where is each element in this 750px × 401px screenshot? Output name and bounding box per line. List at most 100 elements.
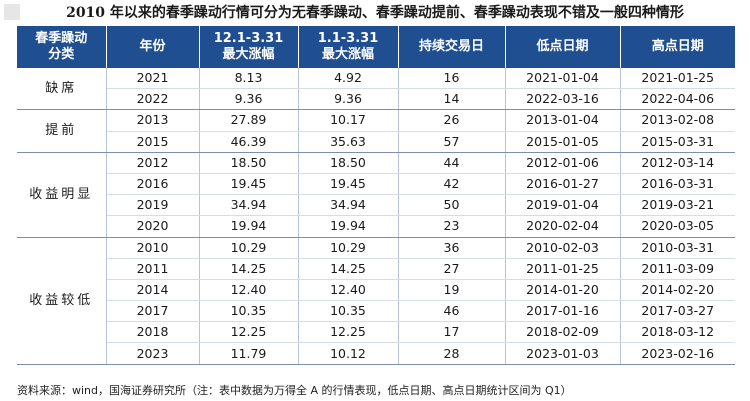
high-date-cell: 2018-03-12 bbox=[620, 321, 735, 344]
low-date-cell: 2020-02-04 bbox=[505, 215, 621, 238]
high-date-cell: 2022-04-06 bbox=[620, 88, 735, 111]
category-cell: 缺席 bbox=[17, 68, 107, 111]
low-date-cell: 2012-01-06 bbox=[505, 152, 621, 174]
low-date-cell: 2016-01-27 bbox=[505, 173, 621, 196]
gain-dec-cell: 19.94 bbox=[199, 215, 299, 238]
year-cell: 2017 bbox=[106, 300, 200, 323]
column-header-line1: 高点日期 bbox=[651, 39, 704, 54]
days-cell: 44 bbox=[398, 152, 506, 174]
table-row: 收益明显 2012 18.50 18.50 44 2012-01-06 2012-03-14 bbox=[17, 152, 735, 238]
high-date-cell: 2010-03-31 bbox=[620, 237, 735, 259]
high-date-cell: 2017-03-27 bbox=[620, 300, 735, 323]
source-note: 资料来源：wind，国海证券研究所（注：表中数据为万得全 A 的行情表现，低点日… bbox=[17, 384, 572, 397]
year-cell: 2018 bbox=[106, 321, 200, 344]
gain-jan-cell: 14.25 bbox=[298, 258, 399, 280]
low-date-cell: 2019-01-04 bbox=[505, 194, 621, 217]
days-cell: 16 bbox=[398, 68, 506, 90]
high-date-cell: 2013-02-08 bbox=[620, 109, 735, 132]
column-header: 低点日期 bbox=[505, 26, 621, 68]
year-cell: 2014 bbox=[106, 279, 200, 302]
low-date-cell: 2017-01-16 bbox=[505, 300, 621, 323]
year-cell: 2022 bbox=[106, 88, 200, 111]
table-row: 2023 11.79 10.12 28 2023-01-03 2023-02-16 bbox=[17, 342, 735, 365]
table-row: 2022 9.36 9.36 14 2022-03-16 2022-04-06 bbox=[17, 88, 735, 111]
high-date-cell: 2016-03-31 bbox=[620, 173, 735, 196]
high-date-cell: 2021-01-25 bbox=[620, 68, 735, 90]
category-cell: 收益较低 bbox=[17, 237, 107, 365]
low-date-cell: 2023-01-03 bbox=[505, 342, 621, 365]
data-table: 春季躁动 分类 年份 12.1-3.31 最大涨幅 1.1-3.31 最大涨幅 持续交易日 低点… bbox=[17, 26, 735, 365]
gain-jan-cell: 19.45 bbox=[298, 173, 399, 196]
category-cell: 收益明显 bbox=[17, 152, 107, 238]
category-cell: 提前 bbox=[17, 109, 107, 153]
column-header-line1: 持续交易日 bbox=[418, 39, 484, 54]
low-date-cell: 2010-02-03 bbox=[505, 237, 621, 259]
low-date-cell: 2011-01-25 bbox=[505, 258, 621, 280]
column-header-line1: 年份 bbox=[139, 39, 166, 54]
gain-dec-cell: 34.94 bbox=[199, 194, 299, 217]
year-cell: 2015 bbox=[106, 131, 200, 153]
days-cell: 36 bbox=[398, 237, 506, 259]
days-cell: 19 bbox=[398, 279, 506, 302]
year-cell: 2011 bbox=[106, 258, 200, 280]
gain-dec-cell: 46.39 bbox=[199, 131, 299, 153]
year-cell: 2019 bbox=[106, 194, 200, 217]
days-cell: 17 bbox=[398, 321, 506, 344]
high-date-cell: 2014-02-20 bbox=[620, 279, 735, 302]
table-row: 2016 19.45 19.45 42 2016-01-27 2016-03-31 bbox=[17, 173, 735, 196]
high-date-cell: 2023-02-16 bbox=[620, 342, 735, 365]
gain-jan-cell: 9.36 bbox=[298, 88, 399, 111]
gain-jan-cell: 35.63 bbox=[298, 131, 399, 153]
year-cell: 2016 bbox=[106, 173, 200, 196]
year-cell: 2013 bbox=[106, 109, 200, 132]
low-date-cell: 2021-01-04 bbox=[505, 68, 621, 90]
corner-mark bbox=[4, 4, 20, 20]
column-header: 高点日期 bbox=[620, 26, 735, 68]
high-date-cell: 2012-03-14 bbox=[620, 152, 735, 174]
days-cell: 27 bbox=[398, 258, 506, 280]
gain-dec-cell: 12.25 bbox=[199, 321, 299, 344]
table-row: 提前 2013 27.89 10.17 26 2013-01-04 2013-02-08 bbox=[17, 109, 735, 153]
table-row: 2011 14.25 14.25 27 2011-01-25 2011-03-09 bbox=[17, 258, 735, 280]
table-title: 2010 年以来的春季躁动行情可分为无春季躁动、春季躁动提前、春季躁动表现不错及… bbox=[66, 5, 684, 21]
gain-jan-cell: 19.94 bbox=[298, 215, 399, 238]
days-cell: 42 bbox=[398, 173, 506, 196]
gain-dec-cell: 10.29 bbox=[199, 237, 299, 259]
year-cell: 2021 bbox=[106, 68, 200, 90]
gain-jan-cell: 10.29 bbox=[298, 237, 399, 259]
gain-dec-cell: 12.40 bbox=[199, 279, 299, 302]
gain-dec-cell: 14.25 bbox=[199, 258, 299, 280]
table-row: 缺席 2021 8.13 4.92 16 2021-01-04 2021-01-25 bbox=[17, 68, 735, 111]
table-row: 2014 12.40 12.40 19 2014-01-20 2014-02-20 bbox=[17, 279, 735, 302]
gain-jan-cell: 10.35 bbox=[298, 300, 399, 323]
column-header-line1: 低点日期 bbox=[536, 39, 589, 54]
header-row: 春季躁动 分类 年份 12.1-3.31 最大涨幅 1.1-3.31 最大涨幅 持续交易日 低点… bbox=[17, 26, 735, 68]
table-row: 2019 34.94 34.94 50 2019-01-04 2019-03-21 bbox=[17, 194, 735, 217]
high-date-cell: 2020-03-05 bbox=[620, 215, 735, 238]
days-cell: 14 bbox=[398, 88, 506, 111]
table-body: 缺席 2021 8.13 4.92 16 2021-01-04 2021-01-25 2022… bbox=[17, 68, 735, 365]
column-header-line2: 最大涨幅 bbox=[321, 47, 374, 62]
table-row: 2017 10.35 10.35 46 2017-01-16 2017-03-27 bbox=[17, 300, 735, 323]
gain-dec-cell: 8.13 bbox=[199, 68, 299, 90]
high-date-cell: 2011-03-09 bbox=[620, 258, 735, 280]
days-cell: 46 bbox=[398, 300, 506, 323]
days-cell: 50 bbox=[398, 194, 506, 217]
table-row: 收益较低 2010 10.29 10.29 36 2010-02-03 2010-03-31 bbox=[17, 237, 735, 365]
days-cell: 57 bbox=[398, 131, 506, 153]
gain-jan-cell: 10.17 bbox=[298, 109, 399, 132]
year-cell: 2023 bbox=[106, 342, 200, 365]
gain-dec-cell: 10.35 bbox=[199, 300, 299, 323]
column-header-line2: 分类 bbox=[48, 47, 75, 62]
year-cell: 2020 bbox=[106, 215, 200, 238]
gain-jan-cell: 12.40 bbox=[298, 279, 399, 302]
days-cell: 28 bbox=[398, 342, 506, 365]
gain-jan-cell: 34.94 bbox=[298, 194, 399, 217]
low-date-cell: 2022-03-16 bbox=[505, 88, 621, 111]
low-date-cell: 2013-01-04 bbox=[505, 109, 621, 132]
gain-jan-cell: 18.50 bbox=[298, 152, 399, 174]
gain-dec-cell: 18.50 bbox=[199, 152, 299, 174]
gain-dec-cell: 11.79 bbox=[199, 342, 299, 365]
gain-jan-cell: 4.92 bbox=[298, 68, 399, 90]
gain-dec-cell: 9.36 bbox=[199, 88, 299, 111]
